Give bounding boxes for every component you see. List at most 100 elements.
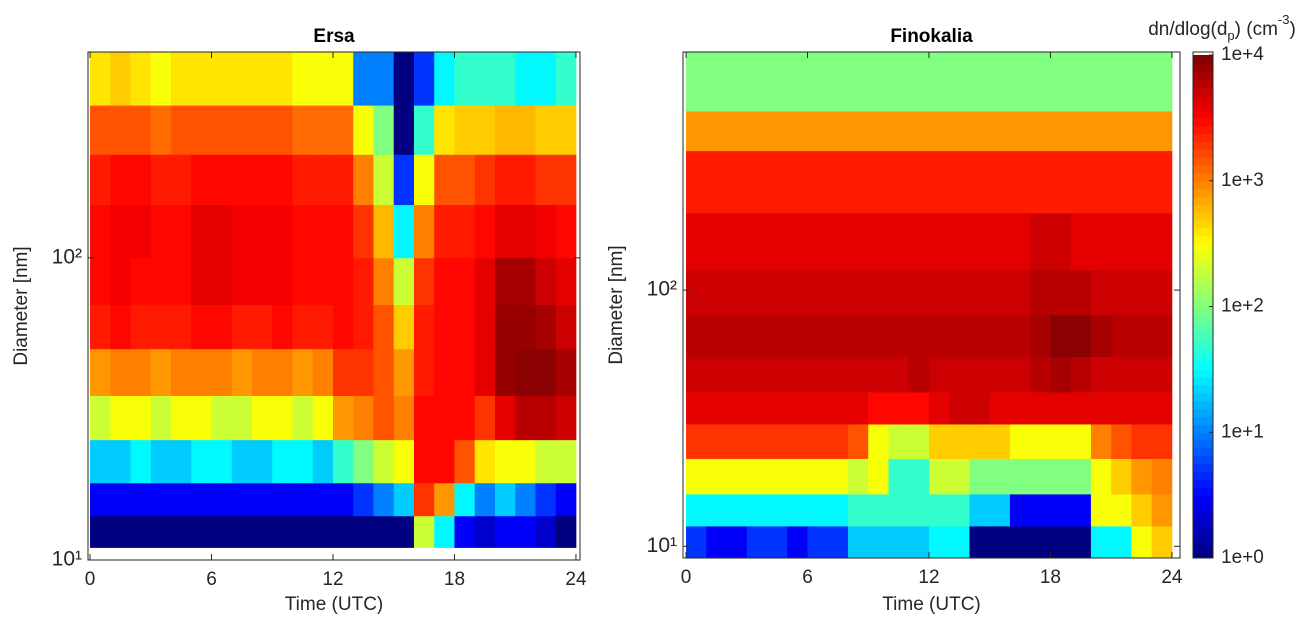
- heatmap-cell: [847, 111, 869, 152]
- heatmap-cell: [726, 212, 748, 271]
- heatmap-cell: [272, 257, 293, 306]
- heatmap-cell: [474, 348, 496, 397]
- heatmap-cell: [847, 212, 869, 271]
- heatmap-cell: [535, 348, 557, 397]
- axes-box: [682, 51, 1181, 559]
- heatmap-cell: [150, 439, 172, 484]
- heatmap-cell: [130, 395, 152, 441]
- heatmap-cell: [353, 154, 374, 206]
- heatmap-cell: [413, 257, 435, 306]
- heatmap-cell: [373, 439, 395, 484]
- heatmap-cell: [555, 482, 577, 517]
- heatmap-cell: [726, 269, 748, 316]
- heatmap-cell: [171, 154, 192, 206]
- heatmap-cell: [191, 348, 212, 397]
- heatmap-cell: [454, 348, 476, 397]
- heatmap-cell: [474, 105, 496, 155]
- heatmap-cell: [767, 269, 788, 316]
- colorbar-swatch: [1193, 416, 1213, 425]
- heatmap-cell: [474, 154, 496, 206]
- heatmap-cell: [393, 348, 415, 397]
- heatmap-cell: [373, 154, 395, 206]
- heatmap-cell: [454, 304, 476, 350]
- heatmap-cell: [494, 52, 516, 106]
- heatmap-cell: [150, 304, 172, 350]
- heatmap-cell: [494, 395, 516, 441]
- heatmap-cell: [191, 304, 212, 350]
- heatmap-cell: [555, 439, 577, 484]
- heatmap-cell: [1030, 458, 1051, 495]
- heatmap-cell: [474, 52, 496, 106]
- heatmap-cell: [110, 204, 131, 259]
- heatmap-cell: [706, 493, 727, 527]
- heatmap-cell: [272, 348, 293, 397]
- colorbar-swatch: [1193, 298, 1213, 307]
- heatmap-cell: [1131, 493, 1153, 527]
- x-tick-label: 24: [1161, 567, 1183, 588]
- heatmap-cell: [1009, 52, 1031, 112]
- heatmap-cell: [908, 356, 930, 393]
- heatmap-cell: [474, 515, 496, 548]
- heatmap-cell: [494, 304, 516, 350]
- heatmap-cell: [706, 52, 727, 112]
- heatmap-cell: [272, 154, 293, 206]
- heatmap-cell: [1151, 525, 1173, 559]
- heatmap-cell: [555, 348, 577, 397]
- heatmap-cell: [1151, 458, 1173, 495]
- x-axis-label: Time (UTC): [882, 594, 981, 615]
- heatmap-cell: [989, 212, 1011, 271]
- heatmap-cell: [292, 482, 314, 517]
- heatmap-cell: [868, 493, 889, 527]
- colorbar-box: [1192, 51, 1214, 559]
- colorbar-swatch: [1193, 337, 1213, 347]
- heatmap-cell: [1151, 212, 1173, 271]
- heatmap-cell: [686, 458, 707, 495]
- heatmap-cell: [746, 314, 768, 358]
- heatmap-cell: [1090, 269, 1112, 316]
- chart-title: Ersa: [313, 26, 355, 47]
- heatmap-cell: [888, 525, 910, 559]
- heatmap-cell: [1070, 458, 1092, 495]
- heatmap-cell: [928, 212, 950, 271]
- heatmap-cell: [868, 458, 889, 495]
- heatmap-cell: [231, 204, 253, 259]
- heatmap-cell: [807, 424, 829, 459]
- heatmap-cell: [807, 111, 829, 152]
- heatmap-cell: [928, 269, 950, 316]
- heatmap-cell: [474, 304, 496, 350]
- colorbar-label-part: -3: [1278, 12, 1290, 27]
- heatmap-cell: [535, 52, 557, 106]
- heatmap-cell: [231, 52, 253, 106]
- heatmap-cell: [373, 257, 395, 306]
- heatmap-cell: [969, 525, 991, 559]
- heatmap-cell: [292, 257, 314, 306]
- heatmap-cell: [454, 257, 476, 306]
- colorbar-swatch: [1193, 447, 1213, 457]
- colorbar-swatch: [1193, 94, 1213, 103]
- heatmap-cell: [928, 424, 950, 459]
- heatmap-cell: [494, 154, 516, 206]
- heatmap-cell: [726, 493, 748, 527]
- heatmap-cell: [908, 424, 930, 459]
- heatmap-cell: [1030, 314, 1051, 358]
- heatmap-cell: [726, 525, 748, 559]
- heatmap-cell: [949, 356, 970, 393]
- heatmap-cell: [1030, 392, 1051, 425]
- colorbar-swatch: [1193, 479, 1213, 488]
- heatmap-cell: [1030, 493, 1051, 527]
- heatmap-cell: [434, 439, 455, 484]
- heatmap-cell: [150, 348, 172, 397]
- heatmap-cell: [686, 314, 707, 358]
- heatmap-cell: [1070, 493, 1092, 527]
- heatmap-cell: [928, 458, 950, 495]
- heatmap-cell: [454, 105, 476, 155]
- heatmap-cell: [413, 304, 435, 350]
- heatmap-cell: [252, 105, 273, 155]
- heatmap-cell: [110, 515, 131, 548]
- heatmap-cell: [888, 212, 910, 271]
- heatmap-cell: [494, 257, 516, 306]
- heatmap-cell: [1009, 493, 1031, 527]
- colorbar-swatch: [1193, 353, 1213, 363]
- heatmap-cell: [787, 458, 808, 495]
- heatmap-cell: [130, 348, 152, 397]
